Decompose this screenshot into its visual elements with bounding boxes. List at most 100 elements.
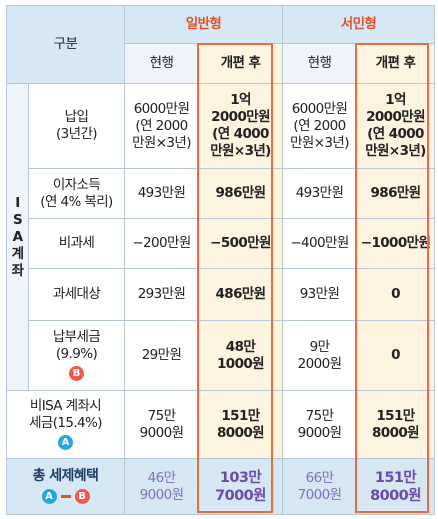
cell-line: 2000만원	[211, 109, 270, 125]
group-header-general: 일반형	[124, 5, 283, 44]
cell-line: 0	[391, 347, 400, 363]
cell-line: (연 4000	[367, 126, 424, 142]
cell-line: −1000만원	[360, 235, 431, 251]
badge-a-icon: A	[41, 488, 57, 504]
cell-general-current: 6000만원 (연 2000 만원×3년)	[124, 83, 199, 169]
cell-line: 986만원	[215, 185, 266, 201]
cell-line: 만원×3년)	[290, 134, 349, 151]
cell-line: −200만원	[132, 235, 191, 251]
cell-line: 151만	[376, 407, 415, 424]
subheader-general-current: 현행	[124, 43, 199, 84]
row-label: 이자소득 (연 4% 복리)	[28, 168, 125, 219]
cell-low-income-reform: 0	[356, 268, 435, 321]
cell-general-current: −200만원	[124, 218, 199, 269]
cell-general-reform: 486만원	[198, 268, 283, 321]
cell-line: 이자소득	[52, 176, 101, 193]
cell-line: 151만	[221, 407, 260, 424]
cell-line: 0	[391, 286, 400, 302]
cell-line: 6000만원	[291, 100, 348, 117]
cell-low-income-current: 6000만원 (연 2000 만원×3년)	[282, 83, 357, 169]
cell-line: 293만원	[137, 286, 186, 302]
cell-line: 만원×3년)	[365, 143, 426, 159]
row-tax-paid: 납부세금 (9.9%) B 29만원 48만 1000원 9만 2000원 0	[7, 320, 435, 391]
subheader-low-income-current: 현행	[282, 43, 357, 84]
cell-low-income-reform: 151만 8000원	[356, 390, 435, 459]
cell-line: 9만	[309, 338, 330, 355]
cell-line: 9000원	[297, 424, 342, 441]
cell-general-current: 293만원	[124, 268, 199, 321]
cell-line: 1000원	[217, 355, 265, 372]
cell-line: 만원×3년)	[132, 134, 191, 151]
row-label: 납입 (3년간)	[28, 83, 125, 169]
row-non-isa-tax: 비ISA 계좌시 세금(15.4%) A 75만 9000원 151만 8000원 75…	[6, 390, 435, 459]
cell-low-income-current: 66만 7000원	[282, 458, 357, 515]
cell-line: 151만	[374, 469, 417, 486]
cell-line: −400만원	[290, 235, 349, 251]
row-label: 과세대상	[28, 268, 125, 321]
cell-line: (연 4000	[212, 126, 269, 142]
cell-general-current: 75만 9000원	[124, 390, 199, 459]
cell-line: 29만원	[141, 347, 182, 363]
cell-line: (연 2000	[293, 117, 346, 134]
cell-line: 986만원	[370, 185, 421, 201]
badge-b-icon: B	[74, 488, 90, 504]
row-tax-exempt: 비과세 −200만원 −500만원 −400만원 −1000만원	[7, 218, 435, 269]
row-label: 비ISA 계좌시 세금(15.4%) A	[6, 390, 125, 459]
cell-line: (연 4% 복리)	[40, 193, 113, 210]
cell-general-reform: 103만 7000원	[198, 458, 283, 515]
cell-line: 493만원	[137, 185, 186, 201]
cell-line: 1억	[230, 92, 251, 108]
subheader-general-reform: 개편 후	[198, 43, 283, 84]
cell-line: 과세대상	[52, 286, 101, 302]
category-header: 구분	[6, 5, 125, 84]
isa-label-char: 좌	[11, 262, 24, 279]
cell-low-income-reform: 986만원	[356, 168, 435, 219]
cell-low-income-current: 9만 2000원	[282, 320, 357, 391]
cell-line: 비ISA 계좌시	[29, 398, 102, 414]
cell-general-reform: 986만원	[198, 168, 283, 219]
cell-line: 486만원	[215, 286, 266, 302]
badge-a-icon: A	[58, 434, 73, 450]
cell-general-reform: 151만 8000원	[198, 390, 283, 459]
isa-label-char: S	[12, 211, 23, 228]
cell-line: 75만	[305, 407, 334, 424]
cell-line: 9000원	[139, 424, 184, 441]
cell-line: 납입	[64, 109, 89, 125]
row-interest-income: 이자소득 (연 4% 복리) 493만원 986만원 493만원 986만원	[7, 168, 435, 219]
cell-line: 만원×3년)	[210, 143, 271, 159]
isa-label-char: I	[15, 194, 20, 211]
cell-line: 66만	[305, 469, 334, 486]
cell-general-reform: −500만원	[198, 218, 283, 269]
cell-line: 7000원	[297, 486, 342, 503]
subheader-low-income-reform: 개편 후	[356, 43, 435, 84]
minus-icon	[60, 494, 71, 498]
cell-line: (9.9%)	[55, 346, 98, 362]
cell-low-income-reform: 1억 2000만원 (연 4000 만원×3년)	[356, 83, 435, 169]
row-taxable: 과세대상 293만원 486만원 93만원 0	[7, 268, 435, 321]
cell-line: 납부세금	[52, 329, 101, 345]
cell-line: 세금(15.4%)	[29, 415, 102, 431]
cell-line: 8000원	[217, 424, 265, 441]
group-header-low-income: 서민형	[282, 5, 435, 44]
cell-general-reform: 1억 2000만원 (연 4000 만원×3년)	[198, 83, 283, 169]
cell-line: 48만	[225, 338, 256, 355]
cell-low-income-current: −400만원	[282, 218, 357, 269]
isa-label-char: A	[12, 228, 23, 245]
cell-line: 7000원	[215, 487, 266, 504]
cell-low-income-reform: 151만 8000원	[356, 458, 435, 515]
cell-line: 1억	[385, 92, 406, 108]
cell-line: 75만	[147, 407, 176, 424]
cell-line: 493만원	[295, 185, 344, 201]
cell-line: 9000원	[139, 486, 184, 503]
cell-low-income-reform: −1000만원	[356, 218, 435, 269]
cell-line: 2000원	[297, 355, 342, 372]
cell-line: 46만	[147, 469, 176, 486]
cell-low-income-current: 93만원	[282, 268, 357, 321]
